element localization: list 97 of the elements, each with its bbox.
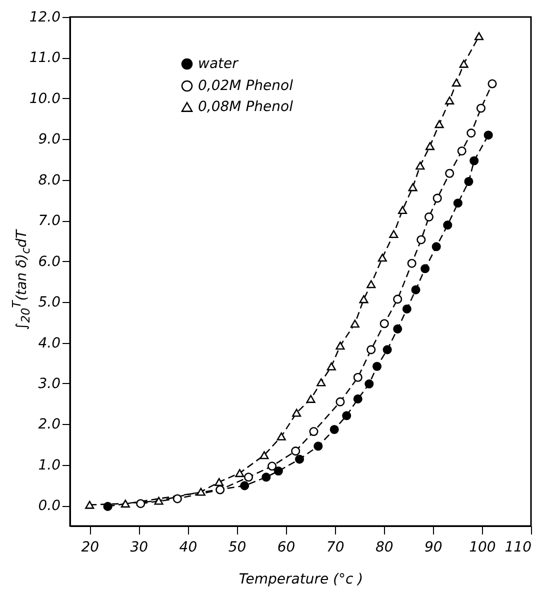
x-tick-label: 30	[130, 540, 148, 556]
point	[424, 212, 434, 222]
point	[488, 79, 497, 88]
x-tick-label: 100	[469, 540, 496, 556]
point	[136, 499, 146, 508]
point	[380, 319, 389, 328]
point	[292, 408, 302, 417]
y-tick-label: 4.0	[38, 335, 61, 352]
point	[453, 198, 462, 208]
x-tick-label: 20	[81, 540, 100, 556]
x-tick-label: 40	[179, 540, 198, 556]
legend-label: 0,08M Phenol	[198, 99, 294, 115]
point	[276, 432, 286, 440]
legend-label: 0,02M Phenol	[198, 78, 294, 94]
point	[262, 472, 271, 482]
point	[457, 146, 466, 156]
y-tick-label: 12.0	[29, 10, 61, 26]
point	[353, 372, 362, 382]
x-tick-label: 80	[375, 540, 394, 556]
point	[432, 242, 441, 252]
y-tick-label: 8.0	[38, 172, 61, 188]
point	[336, 342, 345, 350]
point	[434, 120, 444, 128]
point	[432, 194, 442, 203]
point	[260, 451, 269, 460]
point	[274, 466, 283, 476]
point	[350, 320, 360, 328]
point	[85, 500, 94, 509]
point	[382, 345, 392, 354]
point	[240, 481, 250, 490]
legend-label: water	[198, 56, 240, 72]
point	[353, 394, 362, 404]
point	[359, 295, 368, 304]
point	[484, 130, 493, 140]
y-tick-label: 11.0	[29, 50, 61, 66]
y-tick-label: 2.0	[38, 416, 61, 433]
point	[416, 235, 426, 244]
point	[309, 427, 318, 436]
point	[366, 345, 376, 354]
point	[389, 230, 398, 238]
point	[411, 285, 420, 294]
y-tick-label: 5.0	[38, 294, 61, 311]
point	[214, 478, 224, 486]
point	[154, 496, 164, 505]
point	[445, 96, 454, 104]
point	[416, 162, 425, 170]
point	[420, 264, 430, 274]
point	[425, 142, 434, 150]
point	[452, 78, 461, 87]
point	[372, 362, 382, 371]
point	[443, 220, 452, 230]
x-tick-label: 90	[424, 540, 442, 556]
point	[330, 424, 339, 434]
point	[445, 168, 454, 178]
point	[120, 500, 130, 508]
point	[366, 280, 376, 288]
y-tick-label: 6.0	[38, 254, 61, 270]
y-tick-label: 1.0	[38, 457, 61, 474]
point	[268, 462, 277, 471]
point	[196, 488, 206, 496]
point	[103, 502, 112, 511]
y-tick-label: 9.0	[38, 132, 61, 148]
x-axis-title: Temperature (°c )	[238, 572, 364, 588]
y-tick-label: 3.0	[38, 376, 61, 392]
x-tick-label: 110	[504, 540, 532, 556]
point	[408, 183, 418, 192]
point	[342, 411, 352, 420]
y-tick-label: 7.0	[38, 213, 61, 230]
point	[336, 397, 345, 406]
x-tick-label: 50	[228, 540, 246, 556]
point	[316, 378, 326, 386]
point	[314, 442, 323, 451]
point	[476, 104, 486, 113]
point	[364, 379, 374, 388]
point	[291, 446, 300, 456]
x-tick-label: 70	[326, 540, 344, 556]
point	[378, 254, 387, 262]
point	[393, 324, 402, 334]
point	[407, 258, 416, 268]
point	[172, 494, 182, 504]
point	[464, 176, 474, 186]
point	[459, 60, 468, 68]
point	[393, 294, 402, 304]
x-tick-label: 60	[277, 540, 296, 556]
y-tick-label: 0.0	[38, 498, 61, 514]
point	[474, 32, 484, 40]
point	[235, 469, 244, 478]
point	[326, 362, 336, 370]
point	[402, 304, 412, 314]
point	[398, 206, 408, 214]
point	[294, 454, 304, 464]
point	[470, 156, 479, 166]
point	[466, 128, 476, 138]
point	[216, 485, 225, 494]
point	[306, 394, 316, 403]
y-tick-label: 10.0	[29, 90, 61, 107]
point	[244, 472, 254, 482]
